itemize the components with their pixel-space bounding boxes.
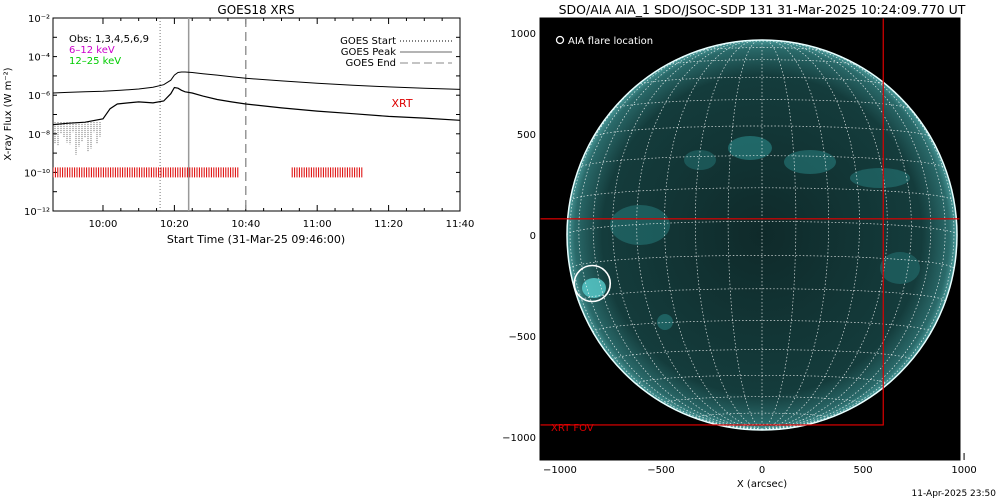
aia-x-tick-label: 500 bbox=[853, 465, 872, 476]
goes-x-tick-label: 10:40 bbox=[231, 219, 260, 230]
goes-y-tick-label: 10⁻¹⁰ bbox=[24, 168, 50, 179]
legend-flare-label: AIA flare location bbox=[568, 36, 653, 47]
goes-plot-area bbox=[53, 18, 460, 211]
aia-y-tick-label: 500 bbox=[517, 130, 536, 141]
latitude-line bbox=[665, 59, 859, 66]
goes-info-line: 12–25 keV bbox=[69, 56, 121, 67]
longitude-line bbox=[761, 39, 860, 430]
longitude-line bbox=[761, 40, 888, 430]
legend-flare-icon bbox=[555, 35, 565, 45]
latitude-line bbox=[578, 155, 946, 169]
goes-y-tick-label: 10⁻⁸ bbox=[28, 130, 50, 141]
longitude-line bbox=[694, 39, 763, 430]
goes-x-tick-label: 11:40 bbox=[446, 219, 475, 230]
goes-y-tick-label: 10⁻⁴ bbox=[28, 53, 50, 64]
latitude-line bbox=[613, 99, 911, 110]
goes-legend: GOES Start GOES Peak GOES End bbox=[340, 36, 452, 69]
goes-y-tick-label: 10⁻² bbox=[28, 14, 50, 25]
solar-limb bbox=[566, 39, 958, 431]
goes-xlabel: Start Time (31-Mar-25 09:46:00) bbox=[167, 233, 345, 246]
goes-y-axis: 10⁻¹² 10⁻¹⁰ 10⁻⁸ 10⁻⁶ 10⁻⁴ 10⁻² bbox=[24, 14, 460, 218]
goes-panel: GOES18 XRS 10⁻¹² 10⁻¹⁰ 10⁻⁸ 10⁻⁶ 10⁻⁴ 10⁻² 10… bbox=[3, 3, 474, 246]
longitude-line bbox=[636, 40, 763, 430]
aia-plot-frame bbox=[539, 17, 961, 461]
goes-x-tick-label: 10:00 bbox=[89, 219, 118, 230]
aia-panel: SDO/AIA AIA_1 SDO/JSOC-SDP 131 31-Mar-20… bbox=[502, 2, 977, 490]
longitude-line bbox=[592, 41, 763, 430]
goes-ylabel: X-ray Flux (W m⁻²) bbox=[3, 67, 14, 160]
aia-y-tick-label: −500 bbox=[509, 332, 536, 343]
flare-circle bbox=[573, 264, 612, 303]
goes-noise-spikes bbox=[54, 122, 101, 155]
aia-y-axis: 1000 500 0 −500 −1000 bbox=[502, 29, 547, 444]
aia-x-tick-label: −500 bbox=[647, 465, 674, 476]
aia-y-tick-label: −1000 bbox=[502, 433, 536, 444]
solar-disk bbox=[567, 40, 957, 430]
legend-peak-label: GOES Peak bbox=[341, 47, 396, 58]
aia-title: SDO/AIA AIA_1 SDO/JSOC-SDP 131 31-Mar-20… bbox=[559, 2, 966, 17]
latitude-line bbox=[566, 221, 958, 236]
longitude-line bbox=[664, 39, 763, 430]
longitude-line bbox=[761, 41, 912, 430]
aia-x-tick-label: 1000 bbox=[951, 465, 976, 476]
xrt-label: XRT bbox=[391, 97, 412, 110]
xrt-observation-bars bbox=[53, 167, 363, 178]
legend-end-label: GOES End bbox=[346, 58, 396, 69]
latitude-line bbox=[694, 412, 830, 418]
timestamp: 11-Apr-2025 23:50 bbox=[912, 489, 997, 499]
goes-x-tick-label: 10:20 bbox=[160, 219, 189, 230]
goes-x-axis: 10:00 10:20 10:40 11:00 11:20 11:40 bbox=[89, 18, 475, 230]
aia-x-tick-label: 0 bbox=[759, 465, 765, 476]
xrt-fov-label: XRT FOV bbox=[551, 423, 594, 434]
legend-start-label: GOES Start bbox=[340, 36, 396, 47]
longitude-line bbox=[761, 39, 830, 430]
longitude-line bbox=[761, 41, 932, 430]
xrt-fov-box bbox=[540, 218, 960, 460]
flare-location-marker bbox=[573, 264, 612, 303]
aia-y-tick-label: 1000 bbox=[511, 29, 536, 40]
latitude-line bbox=[569, 255, 955, 269]
longitude-line bbox=[612, 41, 763, 430]
latitude-line bbox=[637, 76, 887, 86]
goes-y-tick-label: 10⁻⁶ bbox=[28, 91, 50, 102]
goes-x-tick-label: 11:20 bbox=[374, 219, 403, 230]
goes-title: GOES18 XRS bbox=[217, 3, 294, 17]
goes-info-line: Obs: 1,3,4,5,6,9 bbox=[69, 34, 149, 45]
longitude-line bbox=[761, 39, 797, 430]
goes-info-line: 6–12 keV bbox=[69, 45, 115, 56]
latitude-line bbox=[636, 374, 888, 385]
goes-y-tick-label: 10⁻¹² bbox=[24, 207, 50, 218]
aia-x-axis: −1000 −500 0 500 1000 bbox=[543, 453, 977, 476]
aia-y-tick-label: 0 bbox=[530, 231, 536, 242]
goes-series-line-1 bbox=[53, 71, 460, 94]
longitude-line bbox=[727, 39, 763, 430]
latitude-line bbox=[593, 125, 931, 138]
goes-x-tick-label: 11:00 bbox=[303, 219, 332, 230]
heliographic-grid bbox=[566, 39, 958, 430]
xrt-fov-boxes bbox=[540, 18, 960, 460]
aia-x-tick-label: −1000 bbox=[543, 465, 577, 476]
aia-xlabel: X (arcsec) bbox=[737, 479, 787, 490]
goes-series-line-2 bbox=[53, 86, 460, 126]
active-regions bbox=[582, 136, 920, 330]
